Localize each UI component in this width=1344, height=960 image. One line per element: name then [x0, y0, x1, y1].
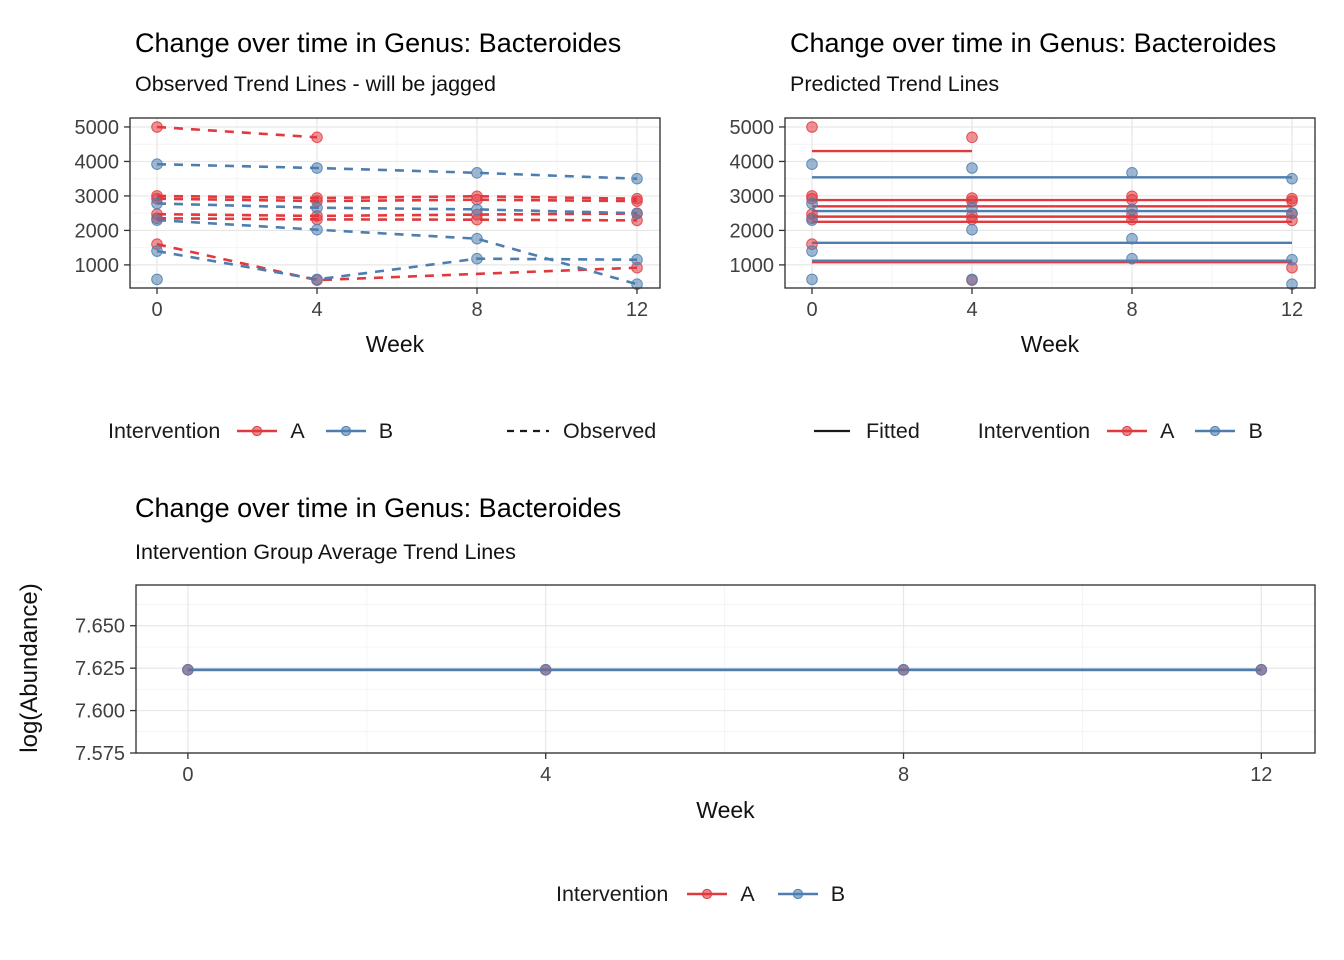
svg-text:1000: 1000	[75, 255, 120, 277]
svg-text:4000: 4000	[75, 151, 120, 173]
average-legend-title: Intervention	[556, 881, 669, 906]
average-chart: 0 4 8 12 7.650 7.625 7.600 7.575	[75, 584, 1316, 786]
svg-text:1000: 1000	[730, 255, 775, 277]
svg-text:7.625: 7.625	[75, 658, 125, 680]
svg-text:7.650: 7.650	[75, 616, 125, 638]
legend-key-observed-icon	[507, 429, 550, 433]
svg-text:5000: 5000	[730, 117, 775, 139]
legend-label-fitted: Fitted	[866, 418, 920, 443]
legend-label-observed: Observed	[563, 418, 657, 443]
svg-text:0: 0	[806, 299, 817, 321]
predicted-legend: Fitted Intervention A B	[812, 414, 1344, 448]
observed-legend: Intervention A B Observed	[108, 414, 672, 448]
svg-text:8: 8	[471, 299, 482, 321]
predicted-chart-title: Change over time in Genus: Bacteroides	[790, 28, 1277, 58]
svg-text:5000: 5000	[75, 117, 120, 139]
legend-key-fitted-icon	[814, 429, 850, 433]
observed-x-axis-label: Week	[365, 331, 425, 357]
svg-text:4: 4	[311, 299, 322, 321]
average-chart-title: Change over time in Genus: Bacteroides	[135, 493, 622, 523]
legend-label-a: A	[1160, 418, 1175, 443]
average-chart-subtitle: Intervention Group Average Trend Lines	[135, 540, 516, 564]
svg-text:4000: 4000	[730, 151, 775, 173]
svg-text:7.600: 7.600	[75, 701, 125, 723]
legend-label-b: B	[1248, 418, 1263, 443]
svg-text:0: 0	[182, 764, 193, 786]
average-x-axis-label: Week	[696, 797, 755, 823]
svg-text:4: 4	[966, 299, 977, 321]
svg-text:12: 12	[1281, 299, 1303, 321]
legend-key-a-icon	[1107, 425, 1148, 437]
predicted-legend-title: Intervention	[977, 418, 1091, 443]
legend-label-a: A	[740, 881, 755, 906]
legend-label-b: B	[378, 418, 394, 443]
legend-key-b-icon	[777, 888, 818, 900]
observed-chart: 0 4 8 12 1000 2000 3000 4000 5000	[75, 117, 661, 321]
observed-chart-subtitle: Observed Trend Lines - will be jagged	[135, 72, 496, 96]
svg-text:2000: 2000	[75, 220, 120, 242]
svg-text:12: 12	[626, 299, 648, 321]
svg-text:3000: 3000	[730, 186, 775, 208]
observed-chart-title: Change over time in Genus: Bacteroides	[135, 28, 622, 58]
svg-text:12: 12	[1250, 764, 1272, 786]
legend-label-b: B	[830, 881, 846, 906]
svg-text:0: 0	[151, 299, 162, 321]
legend-key-b-icon	[325, 425, 366, 437]
legend-key-b-icon	[1195, 425, 1236, 437]
svg-text:8: 8	[1126, 299, 1137, 321]
predicted-x-axis-label: Week	[1020, 331, 1080, 357]
svg-text:8: 8	[898, 764, 909, 786]
legend-key-a-icon	[687, 888, 728, 900]
svg-text:2000: 2000	[730, 220, 775, 242]
svg-text:4: 4	[540, 764, 551, 786]
observed-legend-title: Intervention	[108, 418, 221, 443]
svg-text:7.575: 7.575	[75, 743, 125, 765]
predicted-chart: 0 4 8 12 1000 2000 3000 4000 5000	[730, 117, 1316, 321]
legend-label-a: A	[290, 418, 305, 443]
predicted-chart-subtitle: Predicted Trend Lines	[790, 72, 1000, 96]
svg-text:3000: 3000	[75, 186, 120, 208]
average-legend: Intervention A B	[556, 877, 845, 911]
legend-key-a-icon	[237, 425, 278, 437]
